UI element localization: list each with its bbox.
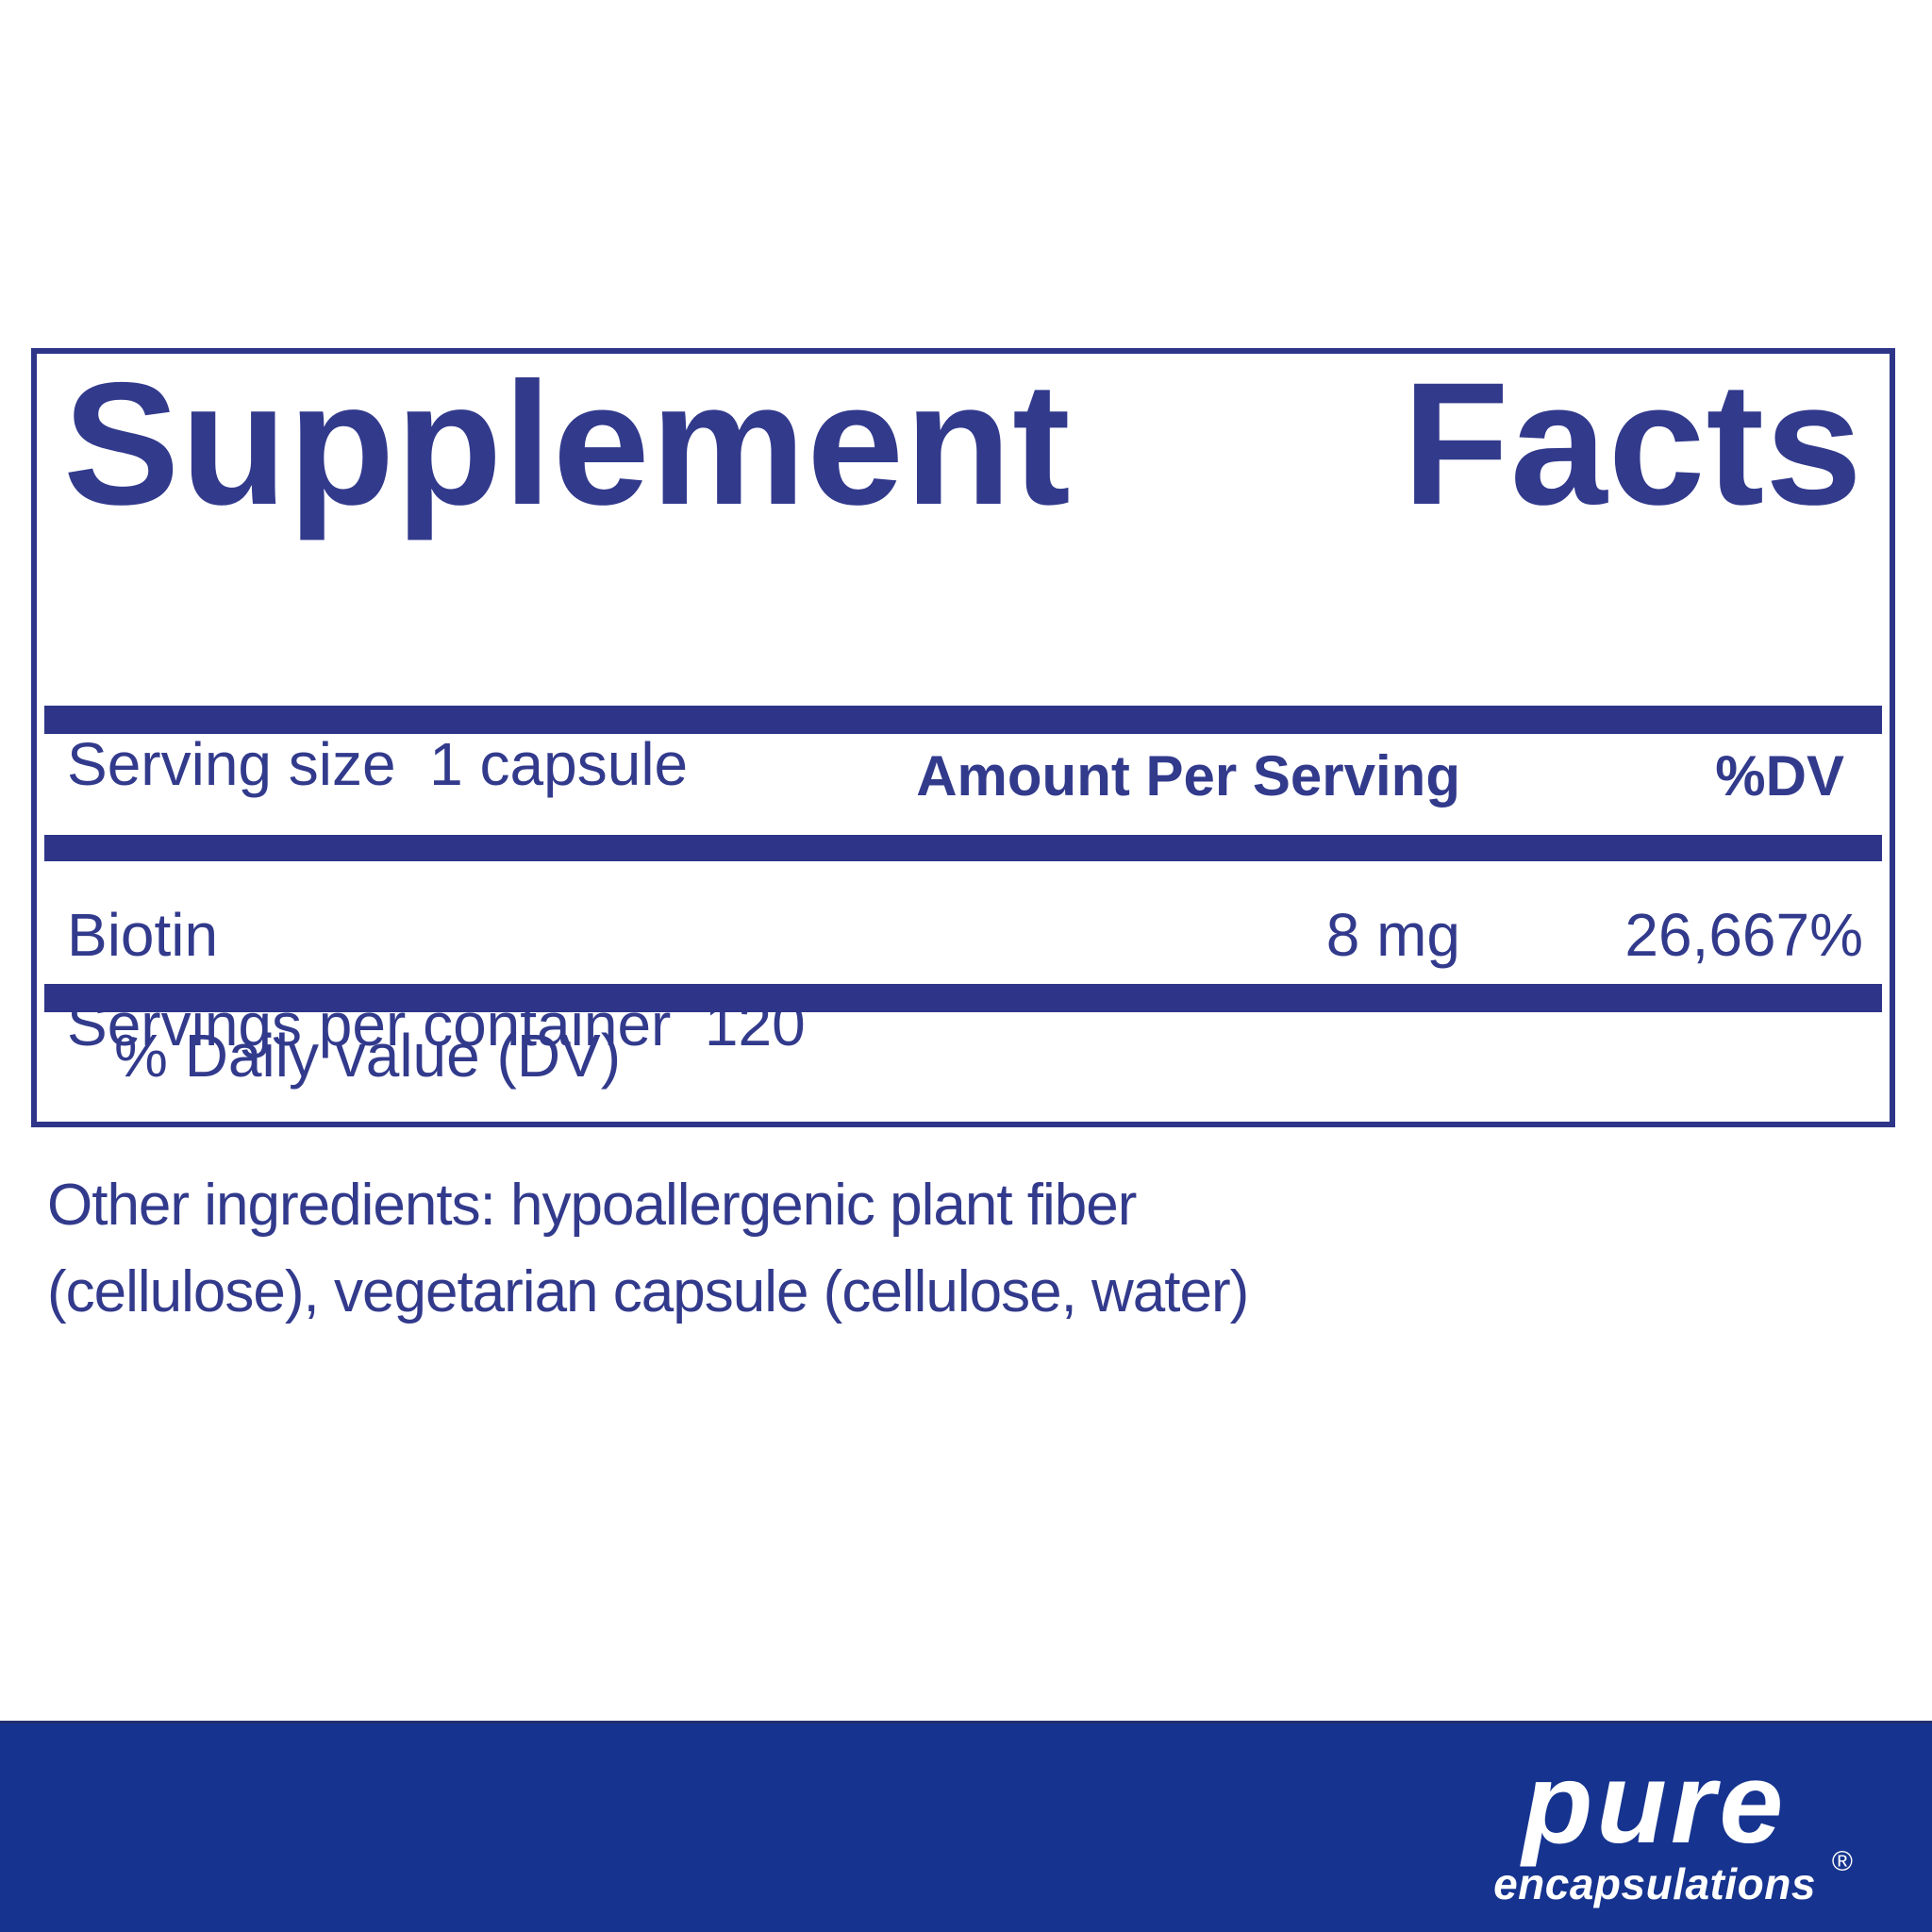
other-ingredients-text: Other ingredients: hypoallergenic plant … — [47, 1162, 1557, 1336]
panel-title-word-2: Facts — [1402, 347, 1863, 541]
registered-trademark-icon: ® — [1831, 1846, 1853, 1877]
panel-title: Supplement Facts — [63, 358, 1863, 532]
daily-value-footnote: % Daily value (DV) — [114, 1022, 622, 1090]
ingredient-amount: 8 mg — [1325, 901, 1460, 969]
other-ingredients-line-2: (cellulose), vegetarian capsule (cellulo… — [47, 1259, 1249, 1324]
other-ingredients-line-1: Other ingredients: hypoallergenic plant … — [47, 1173, 1137, 1238]
panel-title-word-1: Supplement — [63, 347, 1072, 541]
brand-name: pure — [1522, 1739, 1788, 1867]
amount-per-serving-header: Amount Per Serving — [916, 744, 1460, 808]
brand-band: pure ® encapsulations — [0, 1721, 1932, 1932]
facts-header-row: Amount Per Serving %DV — [67, 742, 1890, 810]
supplement-facts-panel: Supplement Facts Serving size 1 capsule … — [31, 348, 1895, 1127]
ingredient-row: Biotin 8 mg 26,667% — [67, 899, 1890, 971]
divider-bar-top — [44, 706, 1882, 734]
serving-size-line: Serving size 1 capsule — [67, 730, 689, 798]
serving-info: Serving size 1 capsule Servings per cont… — [67, 547, 1859, 1241]
brand-logo: pure ® encapsulations — [1475, 1739, 1853, 1908]
ingredient-dv: 26,667% — [1624, 901, 1863, 969]
divider-bar-middle — [44, 835, 1882, 861]
ingredient-name: Biotin — [67, 901, 219, 969]
divider-bar-bottom — [44, 984, 1882, 1012]
dv-header: %DV — [1715, 744, 1844, 808]
brand-subname: encapsulations — [1493, 1858, 1816, 1908]
